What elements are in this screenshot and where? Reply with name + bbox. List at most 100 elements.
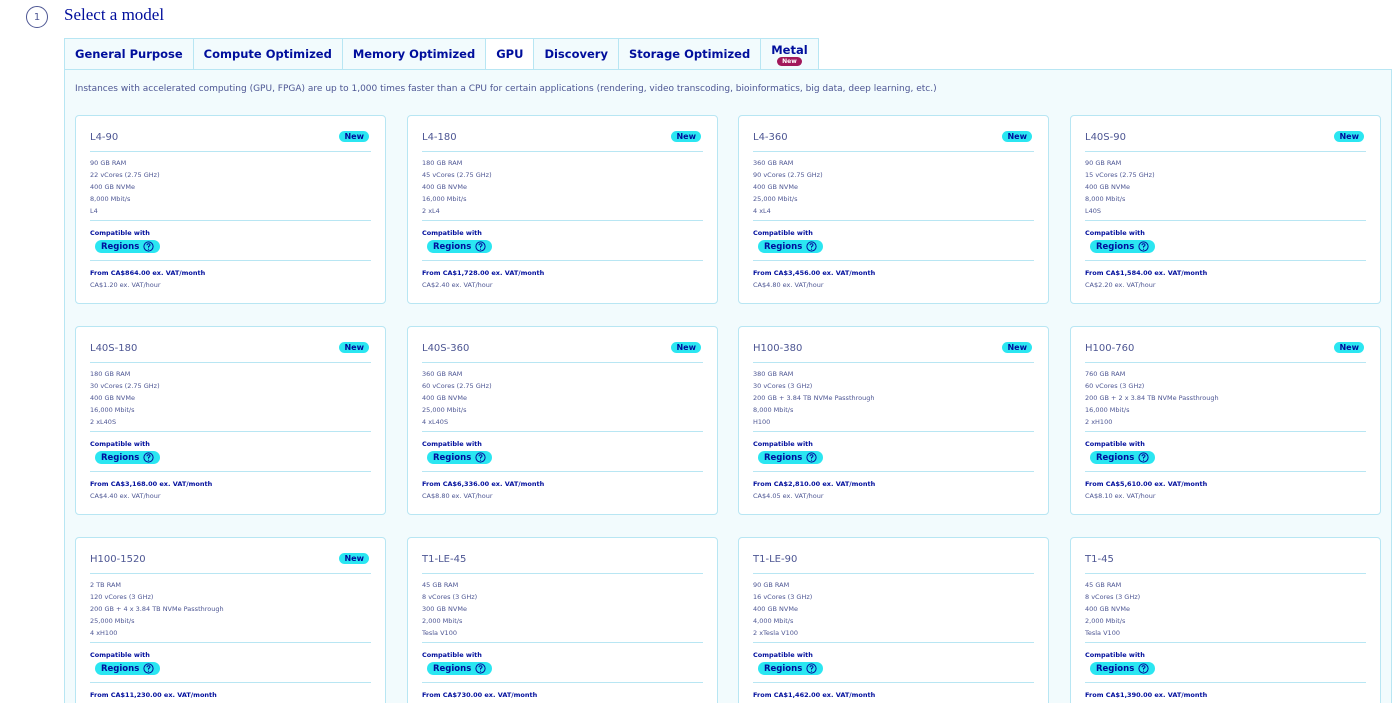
regions-pill[interactable]: Regions xyxy=(758,240,824,253)
help-icon xyxy=(143,452,154,463)
tab[interactable]: GPU xyxy=(485,38,535,69)
tab[interactable]: Memory Optimized xyxy=(341,38,487,69)
spec-line: 16,000 Mbit/s xyxy=(1085,406,1130,414)
monthly-price: From CA$1,390.00 ex. VAT/month xyxy=(1085,691,1208,699)
instance-card[interactable]: L40S-360 New 360 GB RAM 60 vCores (2.75 GHz… xyxy=(407,326,718,515)
tab[interactable]: Discovery xyxy=(533,38,619,69)
spec-line: 2 xTesla V100 xyxy=(753,629,799,637)
regions-pill[interactable]: Regions xyxy=(427,662,493,675)
regions-pill[interactable]: Regions xyxy=(1090,662,1156,675)
card-title: H100-760 xyxy=(1085,343,1135,354)
regions-pill[interactable]: Regions xyxy=(95,662,161,675)
divider xyxy=(422,431,703,432)
tab[interactable]: General Purpose xyxy=(64,38,194,69)
regions-pill[interactable]: Regions xyxy=(1090,451,1156,464)
regions-pill[interactable]: Regions xyxy=(95,240,161,253)
page-title: Select a model xyxy=(64,5,165,24)
divider xyxy=(753,431,1034,432)
instance-card[interactable]: L40S-180 New 180 GB RAM 30 vCores (2.75 GHz… xyxy=(75,326,386,515)
spec-line: L40S xyxy=(1085,207,1102,215)
help-icon xyxy=(806,452,817,463)
tab[interactable]: Metal New xyxy=(760,38,819,69)
spec-line: 60 vCores (2.75 GHz) xyxy=(422,382,492,390)
spec-line: 25,000 Mbit/s xyxy=(753,195,798,203)
spec-line: 45 vCores (2.75 GHz) xyxy=(422,171,492,179)
divider xyxy=(422,151,703,152)
spec-line: 4,000 Mbit/s xyxy=(753,617,794,625)
monthly-price: From CA$6,336.00 ex. VAT/month xyxy=(422,480,545,488)
spec-line: 2,000 Mbit/s xyxy=(422,617,463,625)
card-title: H100-1520 xyxy=(90,554,146,565)
regions-pill[interactable]: Regions xyxy=(427,240,493,253)
divider xyxy=(753,260,1034,261)
new-badge: New xyxy=(671,342,701,353)
instance-card[interactable]: L4-360 New 360 GB RAM 90 vCores (2.75 GHz) 4… xyxy=(738,115,1049,304)
instance-card[interactable]: L4-90 New 90 GB RAM 22 vCores (2.75 GHz) 400… xyxy=(75,115,386,304)
spec-line: 4 xL40S xyxy=(422,418,449,426)
regions-label: Regions xyxy=(764,452,803,463)
monthly-price: From CA$730.00 ex. VAT/month xyxy=(422,691,538,699)
instance-card[interactable]: H100-380 New 380 GB RAM 30 vCores (3 GHz) 20… xyxy=(738,326,1049,515)
compatible-label: Compatible with xyxy=(90,651,150,659)
hourly-price: CA$1.20 ex. VAT/hour xyxy=(90,281,161,289)
help-icon xyxy=(475,452,486,463)
help-icon xyxy=(1138,663,1149,674)
spec-line: 4 xH100 xyxy=(90,629,118,637)
instance-card[interactable]: T1-45 45 GB RAM 8 vCores (3 GHz) 400 GB NVM… xyxy=(1070,537,1381,703)
description: Instances with accelerated computing (GP… xyxy=(75,84,937,94)
regions-pill[interactable]: Regions xyxy=(95,451,161,464)
new-badge: New xyxy=(1002,131,1032,142)
divider xyxy=(90,362,371,363)
tab[interactable]: Compute Optimized xyxy=(192,38,343,69)
new-badge: New xyxy=(339,553,369,564)
spec-line: 400 GB NVMe xyxy=(90,183,135,191)
instance-card[interactable]: T1-LE-45 45 GB RAM 8 vCores (3 GHz) 300 GB … xyxy=(407,537,718,703)
help-icon xyxy=(143,663,154,674)
card-title: T1-45 xyxy=(1085,554,1114,565)
divider xyxy=(753,151,1034,152)
compatible-label: Compatible with xyxy=(422,651,482,659)
spec-line: H100 xyxy=(753,418,771,426)
hourly-price: CA$4.80 ex. VAT/hour xyxy=(753,281,824,289)
instance-card[interactable]: L40S-90 New 90 GB RAM 15 vCores (2.75 GHz) 4… xyxy=(1070,115,1381,304)
spec-line: 8 vCores (3 GHz) xyxy=(422,593,478,601)
regions-label: Regions xyxy=(764,663,803,674)
regions-pill[interactable]: Regions xyxy=(427,451,493,464)
divider xyxy=(1085,151,1366,152)
regions-label: Regions xyxy=(764,241,803,252)
divider xyxy=(753,220,1034,221)
spec-line: 400 GB NVMe xyxy=(422,183,467,191)
card-title: T1-LE-90 xyxy=(753,554,798,565)
new-badge: New xyxy=(671,131,701,142)
divider xyxy=(1085,220,1366,221)
divider xyxy=(753,573,1034,574)
hourly-price: CA$2.40 ex. VAT/hour xyxy=(422,281,493,289)
spec-line: 400 GB NVMe xyxy=(90,394,135,402)
instance-card[interactable]: H100-1520 New 2 TB RAM 120 vCores (3 GHz) 20… xyxy=(75,537,386,703)
spec-line: 22 vCores (2.75 GHz) xyxy=(90,171,160,179)
spec-line: 2 xH100 xyxy=(1085,418,1113,426)
instance-card[interactable]: L4-180 New 180 GB RAM 45 vCores (2.75 GHz) 4… xyxy=(407,115,718,304)
divider xyxy=(90,260,371,261)
new-badge: New xyxy=(1002,342,1032,353)
divider xyxy=(753,362,1034,363)
divider xyxy=(90,573,371,574)
regions-pill[interactable]: Regions xyxy=(758,662,824,675)
spec-line: 360 GB RAM xyxy=(422,370,463,378)
instance-card[interactable]: H100-760 New 760 GB RAM 60 vCores (3 GHz) 20… xyxy=(1070,326,1381,515)
card-title: L4-360 xyxy=(753,132,788,143)
spec-line: 8,000 Mbit/s xyxy=(753,406,794,414)
spec-line: 4 xL4 xyxy=(753,207,771,215)
tab[interactable]: Storage Optimized xyxy=(617,38,762,69)
compatible-label: Compatible with xyxy=(753,229,813,237)
regions-pill[interactable]: Regions xyxy=(758,451,824,464)
help-icon xyxy=(475,663,486,674)
regions-pill[interactable]: Regions xyxy=(1090,240,1156,253)
compatible-label: Compatible with xyxy=(1085,651,1145,659)
instance-card[interactable]: T1-LE-90 90 GB RAM 16 vCores (3 GHz) 400 GB… xyxy=(738,537,1049,703)
spec-line: 8,000 Mbit/s xyxy=(1085,195,1126,203)
spec-line: 15 vCores (2.75 GHz) xyxy=(1085,171,1155,179)
spec-line: 400 GB NVMe xyxy=(1085,183,1130,191)
tab-badge: New xyxy=(777,56,802,66)
spec-line: 180 GB RAM xyxy=(90,370,131,378)
